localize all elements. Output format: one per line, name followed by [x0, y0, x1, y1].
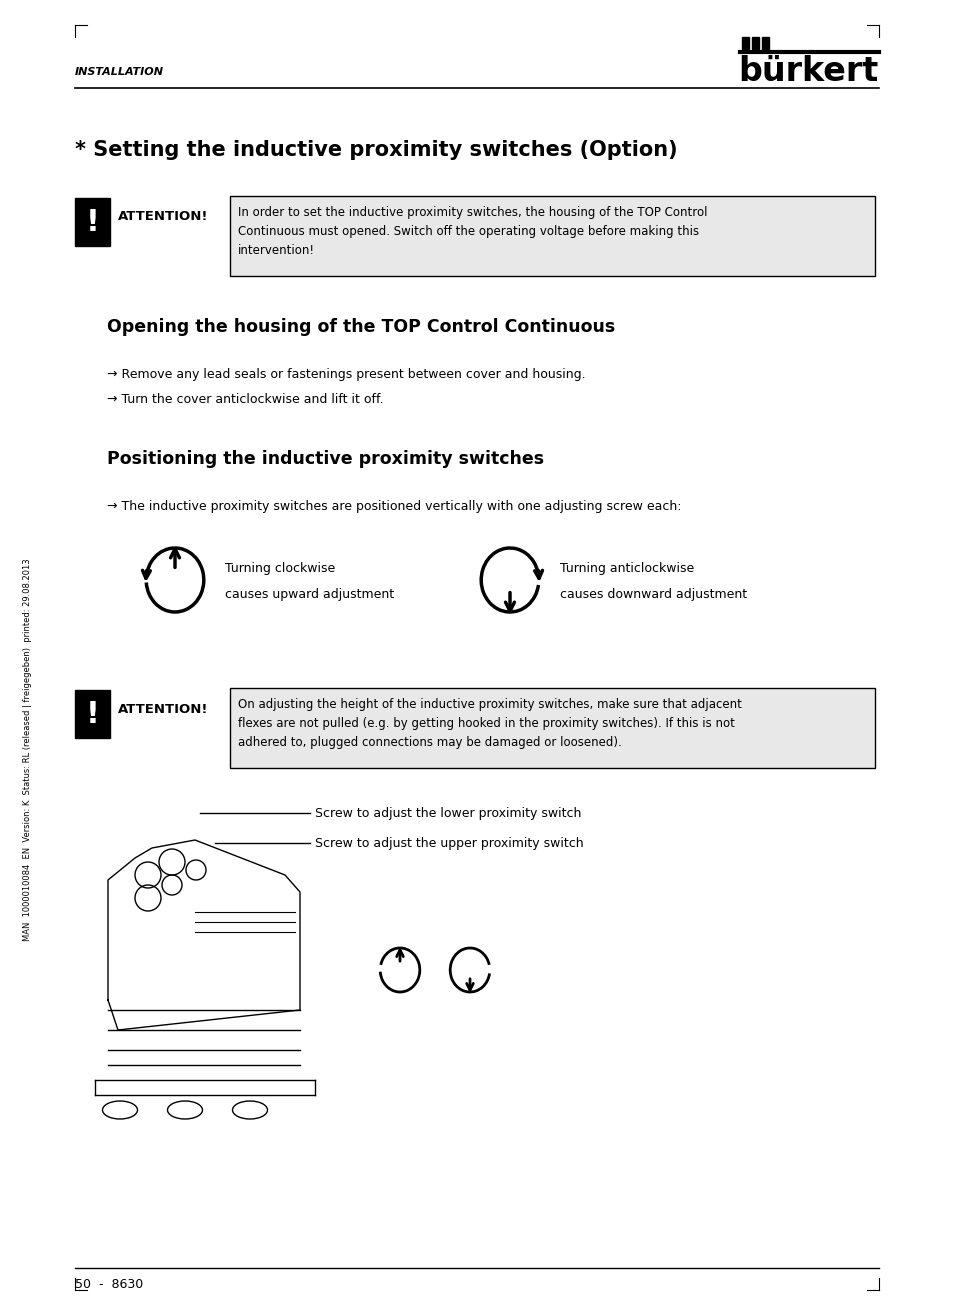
Text: causes downward adjustment: causes downward adjustment — [559, 588, 746, 601]
Text: !: ! — [86, 208, 99, 237]
Text: * Setting the inductive proximity switches (Option): * Setting the inductive proximity switch… — [75, 139, 677, 160]
Text: Screw to adjust the upper proximity switch: Screw to adjust the upper proximity swit… — [314, 836, 583, 849]
Bar — [761, 37, 768, 49]
Bar — [741, 37, 748, 49]
Text: Positioning the inductive proximity switches: Positioning the inductive proximity swit… — [107, 450, 543, 468]
Bar — [751, 37, 759, 49]
Text: ATTENTION!: ATTENTION! — [118, 210, 209, 224]
Text: !: ! — [86, 700, 99, 729]
Bar — [75, 690, 110, 738]
Text: Turning clockwise: Turning clockwise — [225, 562, 335, 575]
Text: MAN  1000010084  EN  Version: K  Status: RL (released | freigegeben)  printed: 2: MAN 1000010084 EN Version: K Status: RL … — [24, 559, 32, 942]
Text: In order to set the inductive proximity switches, the housing of the TOP Control: In order to set the inductive proximity … — [237, 206, 707, 256]
Text: 50  -  8630: 50 - 8630 — [75, 1278, 143, 1291]
Text: On adjusting the height of the inductive proximity switches, make sure that adja: On adjusting the height of the inductive… — [237, 698, 741, 750]
Bar — [230, 688, 874, 768]
Text: → The inductive proximity switches are positioned vertically with one adjusting : → The inductive proximity switches are p… — [107, 500, 680, 513]
Text: Opening the housing of the TOP Control Continuous: Opening the housing of the TOP Control C… — [107, 318, 615, 337]
Text: Screw to adjust the lower proximity switch: Screw to adjust the lower proximity swit… — [314, 806, 580, 819]
Bar — [75, 199, 110, 246]
Text: → Remove any lead seals or fastenings present between cover and housing.: → Remove any lead seals or fastenings pr… — [107, 368, 585, 381]
Text: bürkert: bürkert — [738, 55, 878, 88]
Text: ATTENTION!: ATTENTION! — [118, 704, 209, 715]
Text: INSTALLATION: INSTALLATION — [75, 67, 164, 78]
Text: → Turn the cover anticlockwise and lift it off.: → Turn the cover anticlockwise and lift … — [107, 393, 383, 406]
Text: causes upward adjustment: causes upward adjustment — [225, 588, 394, 601]
Bar — [230, 196, 874, 276]
Text: Turning anticlockwise: Turning anticlockwise — [559, 562, 694, 575]
